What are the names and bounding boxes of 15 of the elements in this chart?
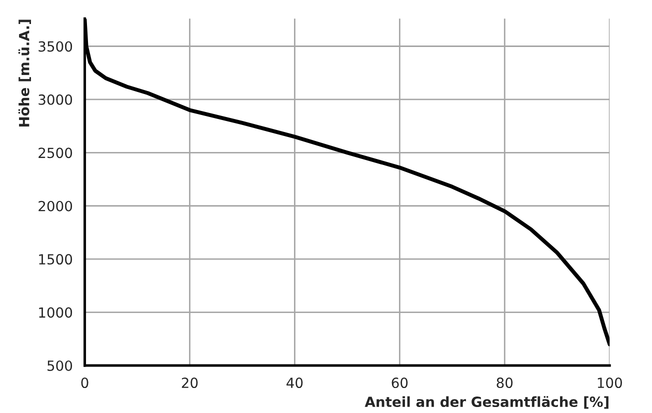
y-tick-label: 1500 bbox=[39, 254, 72, 265]
y-tick-label: 3500 bbox=[38, 41, 72, 52]
x-tick-label: 100 bbox=[598, 378, 622, 388]
x-tick-label: 20 bbox=[182, 378, 198, 388]
y-tick-label: 3000 bbox=[38, 94, 72, 105]
x-axis-title: Anteil an der Gesamtfläche [%] bbox=[364, 396, 608, 409]
y-tick-label: 1000 bbox=[39, 307, 72, 318]
x-tick-label: 60 bbox=[392, 378, 408, 388]
x-tick-label: 80 bbox=[496, 378, 513, 388]
y-tick-label: 2000 bbox=[38, 200, 72, 212]
y-tick-label: 2500 bbox=[38, 148, 72, 158]
x-tick-label: 40 bbox=[286, 378, 303, 388]
x-tick-label: 0 bbox=[81, 378, 88, 388]
y-axis-title: Höhe [m.ü.A.] bbox=[18, 20, 31, 127]
y-tick-label: 500 bbox=[48, 360, 72, 371]
